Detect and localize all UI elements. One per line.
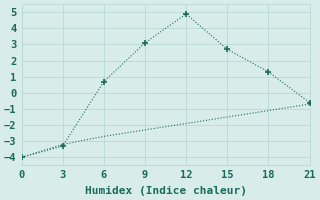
X-axis label: Humidex (Indice chaleur): Humidex (Indice chaleur)	[84, 186, 246, 196]
